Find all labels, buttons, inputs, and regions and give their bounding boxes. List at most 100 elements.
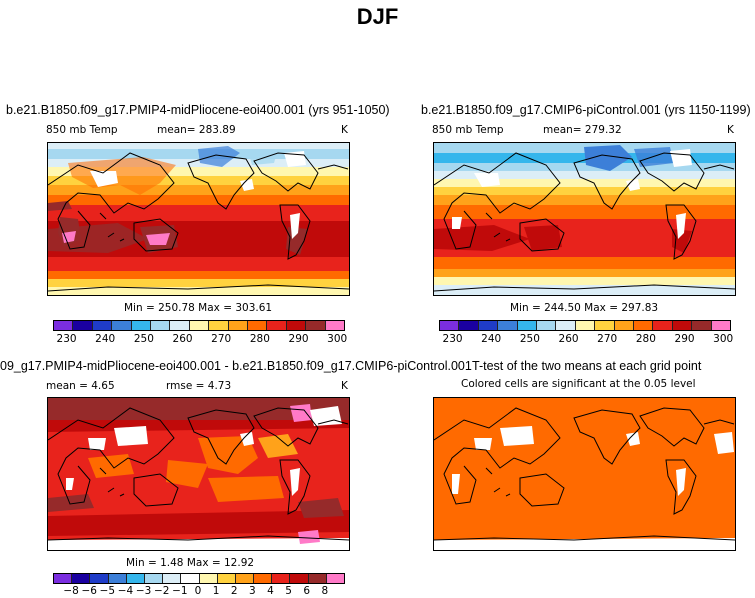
panel1-colorbar-swatch (286, 321, 307, 330)
panel2-colorbar-swatch (672, 321, 693, 330)
panel2-colorbar-swatch (653, 321, 673, 330)
panel3-colorbar-tick-label: 0 (194, 585, 202, 597)
panel1-colorbar-tick-label: 230 (56, 333, 77, 345)
panel1-title: b.e21.B1850.f09_g17.PMIP4-midPliocene-eo… (6, 103, 390, 117)
panel3-colorbar-ticks: −8 −6 −5 −4 −3 −2 −1 0 1 2 3 4 5 6 8 (53, 585, 343, 598)
panel2-colorbar-swatch (478, 321, 499, 330)
panel2-units-label: K (727, 124, 734, 136)
panel2-colorbar-tick-label: 240 (481, 333, 502, 345)
panel2-colorbar-swatch (459, 321, 479, 330)
panel3-mean-label: mean = 4.65 (46, 380, 115, 392)
panel2-colorbar-tick-label: 300 (713, 333, 734, 345)
panel2-colorbar-swatch (634, 321, 654, 330)
panel1-colorbar-swatch (209, 321, 229, 330)
panel2-map (433, 142, 736, 296)
panel1-map-svg (48, 143, 349, 295)
panel3-colorbar-tick-label: 6 (303, 585, 311, 597)
panel3-colorbar-tick-label: 1 (212, 585, 220, 597)
panel3-colorbar-swatch (254, 574, 273, 583)
panel1-colorbar-swatch (306, 321, 326, 330)
panel2-colorbar-swatch (711, 321, 731, 330)
panel1-colorbar-swatch (54, 321, 74, 330)
panel1-map (47, 142, 350, 296)
panel4-note: Colored cells are significant at the 0.0… (461, 378, 696, 390)
panel1-colorbar-swatch (248, 321, 268, 330)
panel3-rmse-label: rmse = 4.73 (166, 380, 232, 392)
panel2-colorbar-tick-label: 290 (674, 333, 695, 345)
panel3-colorbar-tick-label: −4 (117, 585, 134, 597)
panel3-colorbar-swatch (72, 574, 91, 583)
panel4-map (433, 397, 736, 551)
panel3-colorbar-swatch (272, 574, 291, 583)
panel2-colorbar-tick-label: 250 (519, 333, 540, 345)
panel1-colorbar-swatch (170, 321, 190, 330)
panel1-colorbar-ticks: 230 240 250 260 270 280 290 300 (53, 333, 348, 346)
panel3-colorbar-tick-label: −5 (99, 585, 116, 597)
panel2-variable-label: 850 mb Temp (432, 124, 504, 136)
panel3-colorbar-swatch (163, 574, 182, 583)
panel2-colorbar-tick-label: 280 (635, 333, 656, 345)
panel1-colorbar-tick-label: 300 (327, 333, 348, 345)
panel4-title: T-test of the two means at each grid poi… (472, 359, 702, 373)
panel1-colorbar-swatch (131, 321, 152, 330)
panel2-colorbar-swatch (692, 321, 712, 330)
panel2-mean-label: mean= 279.32 (543, 124, 622, 136)
panel3-colorbar-tick-label: 3 (249, 585, 256, 597)
panel3-colorbar-tick-label: 8 (321, 585, 329, 597)
panel3-minmax: Min = 1.48 Max = 12.92 (126, 557, 255, 569)
panel3-map (47, 397, 350, 551)
panel3-map-svg (48, 398, 349, 550)
panel1-colorbar-tick-label: 290 (288, 333, 309, 345)
panel3-title: 09_g17.PMIP4-midPliocene-eoi400.001 - b.… (0, 359, 472, 373)
panel1-colorbar-tick-label: 280 (249, 333, 270, 345)
panel3-colorbar-tick-label: 2 (230, 585, 238, 597)
panel1-variable-label: 850 mb Temp (46, 124, 118, 136)
panel4-map-svg (434, 398, 735, 550)
panel3-colorbar-swatch (326, 574, 344, 583)
panel3-colorbar-tick-label: 4 (267, 585, 274, 597)
panel3-colorbar-swatch (54, 574, 73, 583)
panel1-colorbar-tick-label: 250 (133, 333, 154, 345)
panel1-colorbar-swatch (228, 321, 249, 330)
panel2-colorbar-tick-label: 230 (442, 333, 463, 345)
panel1-colorbar-tick-label: 260 (172, 333, 193, 345)
panel3-colorbar-tick-label: −3 (135, 585, 152, 597)
panel3-colorbar-swatch (199, 574, 218, 583)
panel3-colorbar-swatch (144, 574, 164, 583)
panel2-minmax: Min = 244.50 Max = 297.83 (510, 302, 659, 314)
panel3-colorbar-tick-label: −1 (172, 585, 188, 597)
panel3-colorbar-swatch (290, 574, 309, 583)
panel1-colorbar (53, 320, 345, 331)
panel1-mean-label: mean= 283.89 (157, 124, 236, 136)
panel3-colorbar-swatch (308, 574, 327, 583)
panel2-colorbar-tick-label: 260 (558, 333, 579, 345)
panel3-colorbar (53, 573, 345, 584)
panel2-colorbar-swatch (614, 321, 635, 330)
panel2-colorbar-swatch (575, 321, 596, 330)
panel3-colorbar-tick-label: −8 (63, 585, 79, 597)
panel3-colorbar-tick-label: 5 (285, 585, 292, 597)
panel1-colorbar-swatch (189, 321, 210, 330)
panel2-colorbar-swatch (537, 321, 557, 330)
panel2-colorbar-swatch (517, 321, 538, 330)
panel1-colorbar-swatch (151, 321, 171, 330)
panel2-colorbar-swatch (595, 321, 615, 330)
panel3-units-label: K (341, 380, 348, 392)
panel3-colorbar-swatch (181, 574, 200, 583)
panel1-units-label: K (341, 124, 348, 136)
panel2-colorbar-ticks: 230 240 250 260 270 280 290 300 (439, 333, 734, 346)
panel2-title: b.e21.B1850.f09_g17.CMIP6-piControl.001 … (421, 103, 751, 117)
panel1-colorbar-swatch (325, 321, 345, 330)
panel2-colorbar-swatch (498, 321, 518, 330)
panel3-colorbar-tick-label: −2 (154, 585, 170, 597)
panel1-colorbar-swatch (267, 321, 287, 330)
panel2-colorbar-swatch (440, 321, 460, 330)
panel1-colorbar-swatch (92, 321, 113, 330)
figure-title: DJF (356, 4, 399, 29)
panel1-colorbar-swatch (73, 321, 93, 330)
panel2-colorbar-swatch (556, 321, 576, 330)
panel1-colorbar-tick-label: 240 (95, 333, 116, 345)
panel2-colorbar (439, 320, 731, 331)
panel3-colorbar-tick-label: −6 (81, 585, 97, 597)
panel1-minmax: Min = 250.78 Max = 303.61 (124, 302, 273, 314)
